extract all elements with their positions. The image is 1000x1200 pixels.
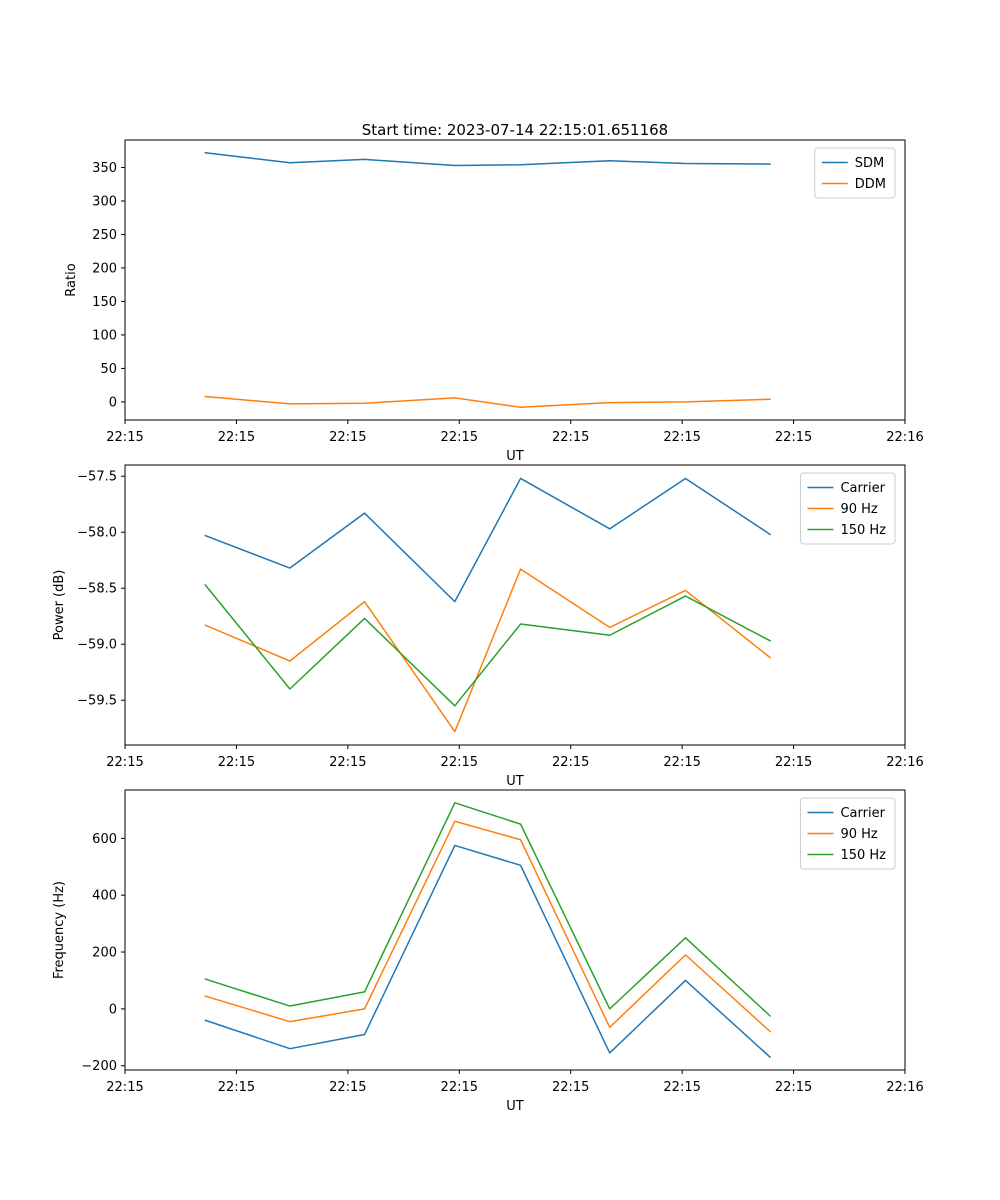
x-tick-label: 22:15 xyxy=(552,1080,589,1095)
y-tick-label: 0 xyxy=(109,395,117,410)
legend-label: 150 Hz xyxy=(840,848,886,863)
legend-label: DDM xyxy=(855,177,886,192)
y-tick-label: 400 xyxy=(92,889,117,904)
x-tick-label: 22:15 xyxy=(329,1080,366,1095)
legend-label: 90 Hz xyxy=(840,502,877,517)
y-tick-label: 0 xyxy=(109,1002,117,1017)
series-line-90-hz xyxy=(204,820,771,1033)
x-axis-label: UT xyxy=(506,774,524,789)
x-tick-label: 22:15 xyxy=(441,430,478,445)
x-tick-label: 22:16 xyxy=(886,430,923,445)
legend: Carrier 90 Hz 150 Hz xyxy=(799,472,896,545)
y-tick-label: −59.5 xyxy=(77,694,117,709)
x-tick-label: 22:15 xyxy=(218,755,255,770)
legend-label: Carrier xyxy=(840,481,885,496)
subplot-2: 22:15 22:15 22:15 22:15 22:15 22:15 22:15 22:16… xyxy=(52,464,924,789)
legend-label: 90 Hz xyxy=(840,827,877,842)
y-tick-label: 200 xyxy=(92,261,117,276)
series-line-ddm xyxy=(204,395,771,409)
y-tick-label: 600 xyxy=(92,832,117,847)
y-tick-label: 350 xyxy=(92,161,117,176)
x-axis-label: UT xyxy=(506,449,524,464)
x-tick-label: 22:15 xyxy=(775,430,812,445)
x-tick-label: 22:15 xyxy=(775,755,812,770)
x-tick-label: 22:15 xyxy=(218,1080,255,1095)
axes-frame xyxy=(124,789,906,1071)
series-line-150-hz xyxy=(204,584,771,707)
y-tick-label: 300 xyxy=(92,194,117,209)
x-tick-label: 22:15 xyxy=(775,1080,812,1095)
y-tick-label: 250 xyxy=(92,228,117,243)
legend: SDM DDM xyxy=(814,147,896,199)
y-tick-label: −58.5 xyxy=(77,582,117,597)
y-tick-label: −59.0 xyxy=(77,638,117,653)
y-tick-label: 100 xyxy=(92,328,117,343)
axes-frame xyxy=(124,464,906,746)
y-tick-label: 50 xyxy=(100,362,117,377)
x-tick-label: 22:15 xyxy=(218,430,255,445)
subplot-3: 22:15 22:15 22:15 22:15 22:15 22:15 22:15 22:16… xyxy=(52,789,924,1114)
legend: Carrier 90 Hz 150 Hz xyxy=(799,797,896,870)
y-tick-label: −58.0 xyxy=(77,526,117,541)
x-tick-label: 22:15 xyxy=(552,430,589,445)
x-tick-label: 22:15 xyxy=(663,1080,700,1095)
legend-label: Carrier xyxy=(840,806,885,821)
legend-box xyxy=(799,472,896,545)
series-line-sdm xyxy=(204,151,771,167)
series-line-carrier xyxy=(204,477,771,603)
x-tick-label: 22:15 xyxy=(106,1080,143,1095)
x-tick-label: 22:15 xyxy=(106,755,143,770)
axes-frame xyxy=(124,139,906,421)
y-axis-label: Ratio xyxy=(64,263,79,296)
legend-label: SDM xyxy=(855,156,884,171)
series-line-carrier xyxy=(204,844,771,1058)
x-tick-label: 22:15 xyxy=(663,755,700,770)
legend-box xyxy=(799,797,896,870)
x-tick-label: 22:15 xyxy=(441,755,478,770)
x-tick-label: 22:15 xyxy=(441,1080,478,1095)
y-tick-label: 200 xyxy=(92,946,117,961)
x-tick-label: 22:15 xyxy=(552,755,589,770)
y-tick-label: −200 xyxy=(81,1059,117,1074)
series-line-150-hz xyxy=(204,802,771,1017)
y-axis-label: Frequency (Hz) xyxy=(52,881,67,979)
legend-box xyxy=(814,147,896,199)
x-axis-label: UT xyxy=(506,1099,524,1114)
legend-label: 150 Hz xyxy=(840,523,886,538)
x-tick-label: 22:16 xyxy=(886,1080,923,1095)
x-tick-label: 22:16 xyxy=(886,755,923,770)
plot-title: Start time: 2023-07-14 22:15:01.651168 xyxy=(361,121,669,139)
x-tick-label: 22:15 xyxy=(329,430,366,445)
y-tick-label: 150 xyxy=(92,295,117,310)
y-axis-label: Power (dB) xyxy=(52,570,67,641)
x-tick-label: 22:15 xyxy=(329,755,366,770)
series-line-90-hz xyxy=(204,568,771,733)
x-tick-label: 22:15 xyxy=(663,430,700,445)
y-tick-label: −57.5 xyxy=(77,470,117,485)
subplot-1: 22:15 22:15 22:15 22:15 22:15 22:15 22:15 22:16… xyxy=(64,139,924,464)
x-tick-label: 22:15 xyxy=(106,430,143,445)
